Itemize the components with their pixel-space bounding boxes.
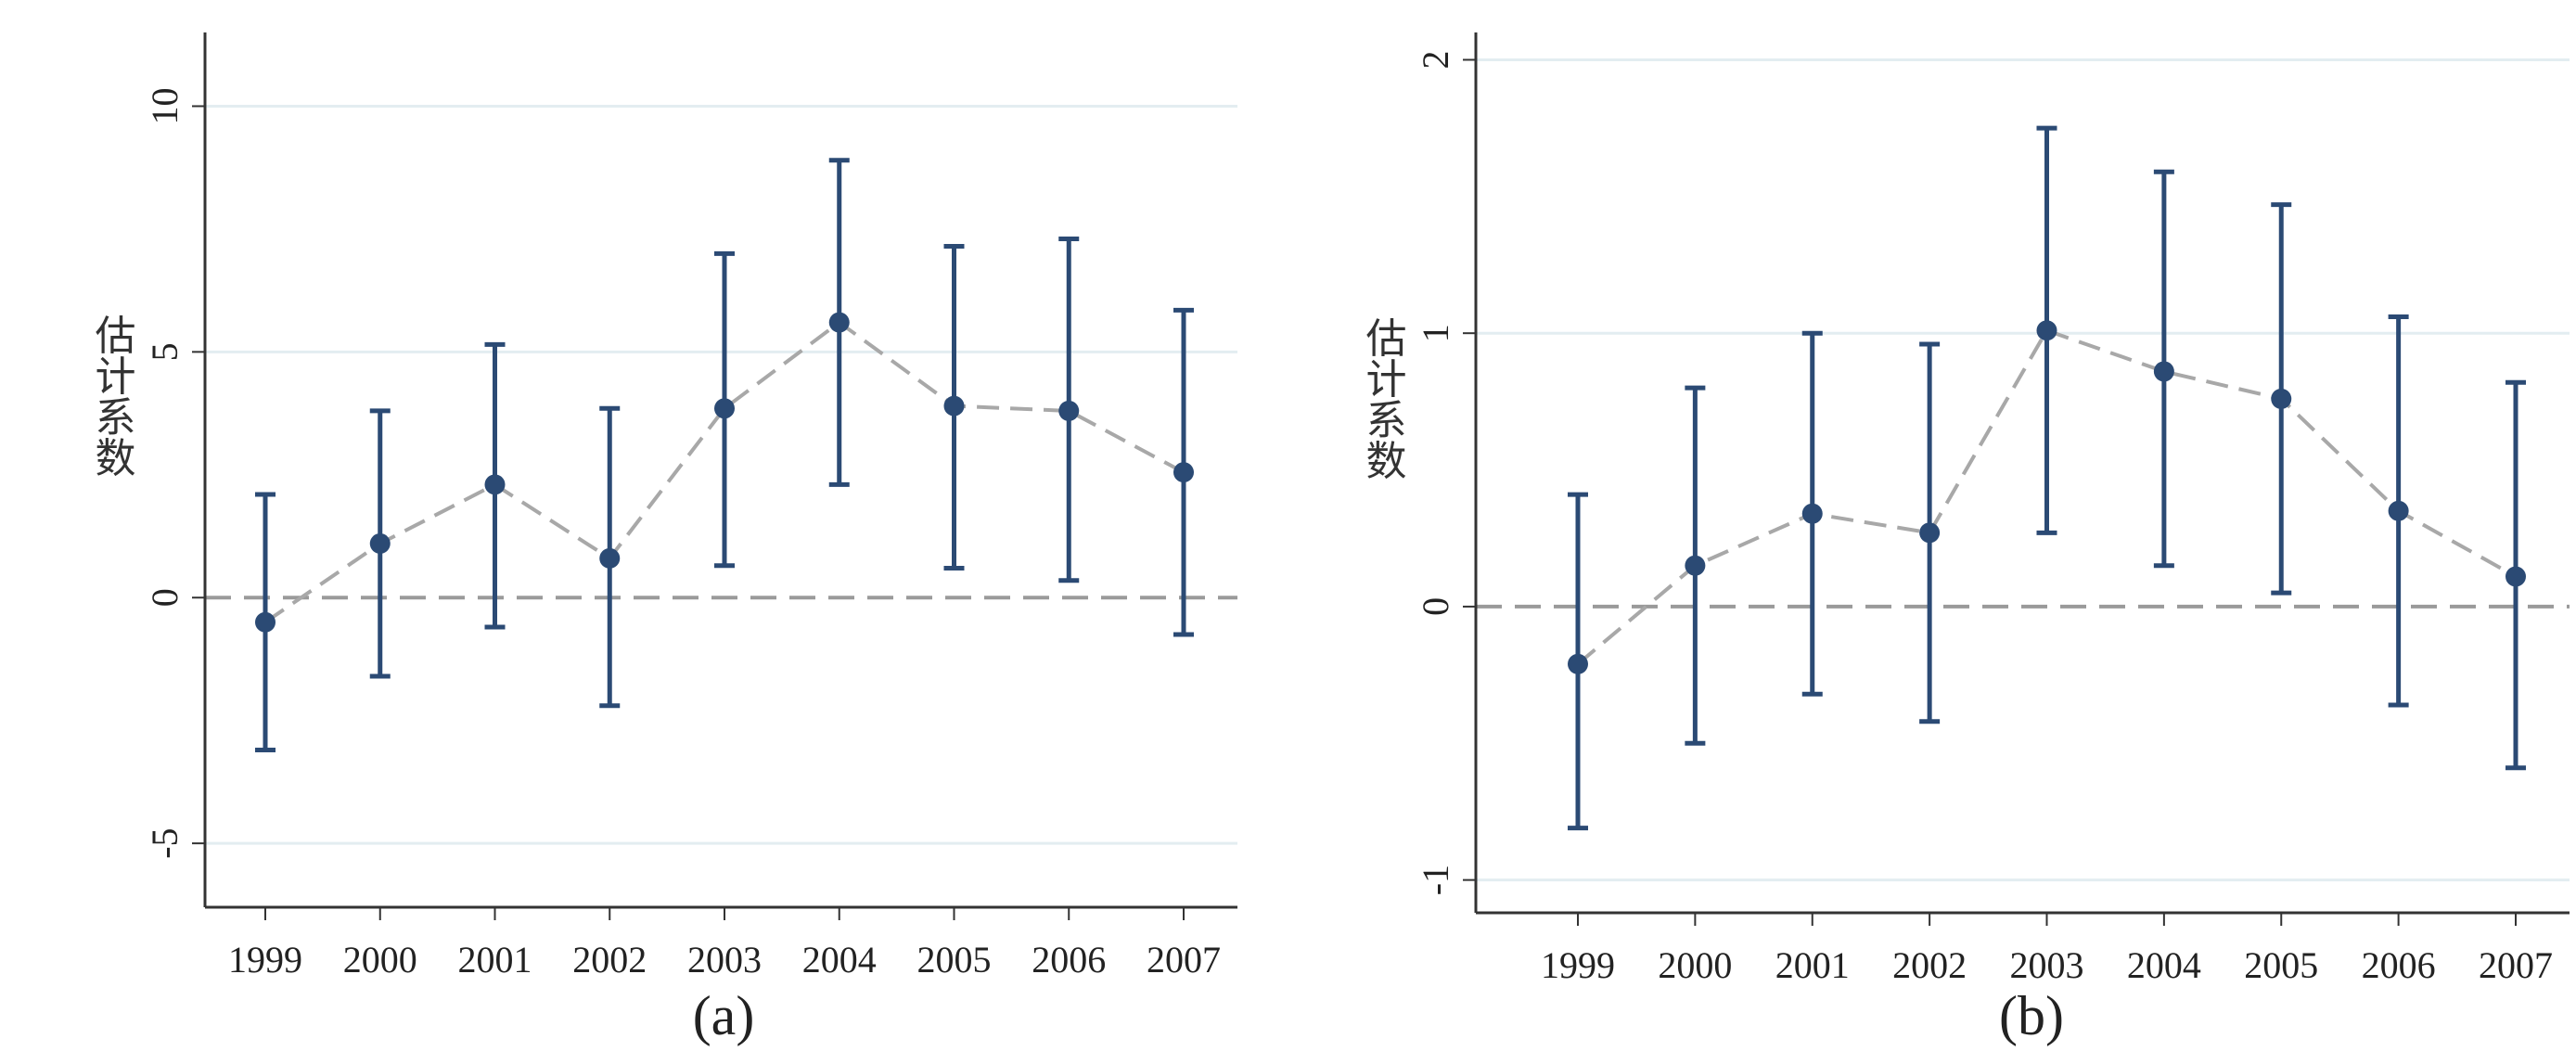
x-tick-label: 2000 (343, 939, 417, 981)
y-tick-label: 0 (144, 588, 186, 607)
point-estimate (2271, 388, 2292, 409)
x-tick-label: 2000 (1658, 944, 1732, 986)
x-tick-label: 2003 (687, 939, 762, 981)
x-tick-label: 2005 (917, 939, 992, 981)
panel-b: -1 0 1 2 1999 2000 2001 2002 2003 2004 2005 2006 200… (1359, 32, 2570, 1046)
estimate-connector-line (263, 320, 1185, 624)
point-estimate (484, 474, 506, 495)
x-tick-label: 2007 (2479, 944, 2553, 986)
point-estimate (1058, 400, 1080, 421)
x-tick-label: 1999 (1541, 944, 1615, 986)
y-tick-label: 1 (1415, 324, 1456, 342)
x-tick-label: 2006 (1032, 939, 1106, 981)
y-tick-label: 0 (1415, 597, 1456, 616)
y-tick-label: 10 (144, 87, 186, 124)
x-tick-label: 2004 (802, 939, 877, 981)
y-axis-label: 估计系数 (1359, 317, 1407, 481)
point-estimate (2388, 500, 2409, 521)
point-estimate (2506, 566, 2526, 587)
point-estimate (2153, 361, 2174, 382)
estimate-connector-line (1576, 327, 2517, 666)
point-estimate (943, 395, 965, 417)
y-tick-label: -1 (1415, 865, 1456, 895)
point-estimate (1919, 522, 1941, 544)
point-estimate (599, 547, 621, 569)
x-tick-label: 2001 (458, 939, 532, 981)
panel-a: -5 0 5 10 1999 2000 2001 2002 2003 2004 2005 2006 20… (88, 32, 1237, 1046)
x-tick-label: 2007 (1147, 939, 1221, 981)
x-tick-label: 2001 (1775, 944, 1850, 986)
point-estimate (714, 398, 735, 419)
y-tick-label: 5 (144, 342, 186, 361)
x-tick-label: 2003 (2010, 944, 2084, 986)
x-tick-label: 2005 (2244, 944, 2318, 986)
panel-caption: (b) (1999, 985, 2064, 1046)
x-tick-label: 1999 (228, 939, 302, 981)
point-estimate (2036, 320, 2057, 341)
x-tick-label: 2002 (572, 939, 647, 981)
point-estimate (1173, 462, 1194, 483)
x-tick-label: 2004 (2127, 944, 2201, 986)
point-estimate (369, 532, 391, 554)
point-estimate (1568, 653, 1588, 674)
point-estimate (1801, 503, 1823, 524)
y-tick-label: 2 (1415, 50, 1456, 69)
x-tick-label: 2002 (1892, 944, 1967, 986)
panel-caption: (a) (693, 985, 755, 1046)
x-tick-label: 2006 (2362, 944, 2436, 986)
y-axis-label: 估计系数 (88, 314, 136, 478)
point-estimate (255, 611, 276, 633)
point-estimate (1685, 555, 1706, 576)
point-estimate (828, 312, 850, 333)
y-tick-label: -5 (144, 827, 186, 858)
